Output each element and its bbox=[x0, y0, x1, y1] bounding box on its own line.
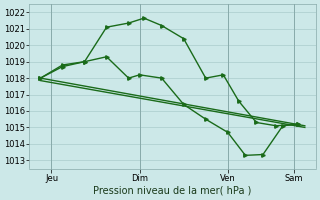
X-axis label: Pression niveau de la mer( hPa ): Pression niveau de la mer( hPa ) bbox=[93, 186, 252, 196]
